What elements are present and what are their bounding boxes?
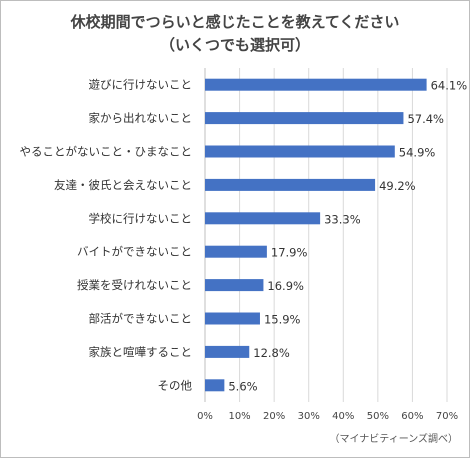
- x-tick-label: 10%: [228, 411, 250, 422]
- bar: [205, 112, 404, 125]
- category-label: 家から出れないこと: [89, 111, 193, 125]
- x-tick-label: 40%: [332, 411, 354, 422]
- value-label: 15.9%: [264, 313, 301, 327]
- category-label: その他: [158, 378, 193, 392]
- category-label: バイトができないこと: [77, 245, 192, 259]
- bar: [205, 279, 264, 292]
- value-label: 12.8%: [253, 346, 290, 360]
- category-label: 部活ができないこと: [89, 312, 193, 326]
- category-label: 授業を受けれないこと: [77, 278, 192, 292]
- value-label: 49.2%: [379, 179, 416, 193]
- category-label: 学校に行けないこと: [89, 211, 193, 225]
- bar: [205, 145, 395, 158]
- chart-title: 休校期間でつらいと感じたことを教えてください: [70, 13, 400, 31]
- chart-subtitle: （いくつでも選択可）: [159, 36, 310, 54]
- value-label: 16.9%: [267, 279, 304, 293]
- category-label: 友達・彼氏と会えないこと: [54, 178, 192, 192]
- bar: [205, 379, 225, 392]
- x-tick-label: 70%: [436, 411, 458, 422]
- category-label: 遊びに行けないこと: [89, 78, 193, 92]
- bar: [205, 345, 250, 358]
- value-label: 33.3%: [324, 212, 361, 226]
- value-label: 5.6%: [228, 379, 257, 393]
- bar: [205, 312, 260, 325]
- value-label: 57.4%: [407, 112, 444, 126]
- source-note: （マイナビティーンズ調べ）: [329, 434, 459, 445]
- bar: [205, 212, 321, 225]
- x-tick-label: 20%: [263, 411, 285, 422]
- value-label: 54.9%: [399, 146, 436, 160]
- bar: [205, 178, 376, 191]
- bar: [205, 245, 267, 258]
- value-label: 17.9%: [271, 246, 308, 260]
- bar: [205, 78, 427, 91]
- x-tick-label: 0%: [197, 411, 213, 422]
- x-tick-label: 60%: [401, 411, 423, 422]
- x-tick-label: 50%: [367, 411, 389, 422]
- x-tick-label: 30%: [298, 411, 320, 422]
- category-label: やることがないこと・ひまなこと: [20, 145, 193, 159]
- category-label: 家族と喧嘩すること: [89, 345, 193, 359]
- value-label: 64.1%: [431, 79, 468, 93]
